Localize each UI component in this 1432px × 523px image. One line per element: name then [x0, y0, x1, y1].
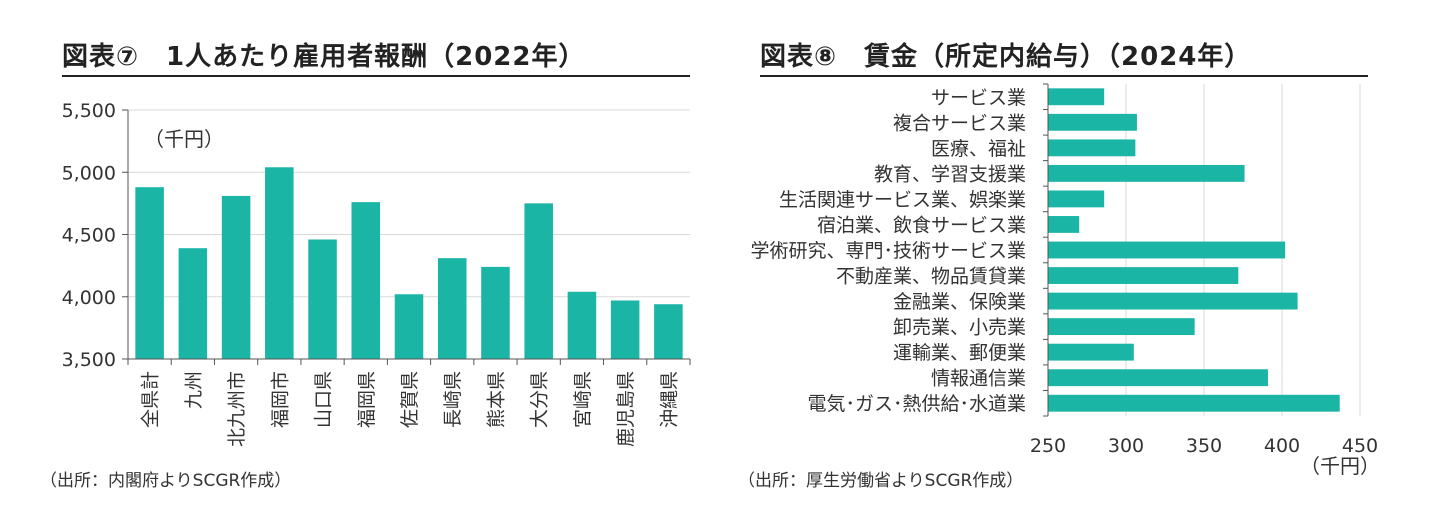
chart1-source-note: （出所：内閣府よりSCGR作成）	[40, 471, 292, 491]
chart2-category-label: 運輸業、郵便業	[893, 342, 1026, 364]
chart1-unit-label: （千円）	[144, 127, 224, 151]
chart1-bar	[308, 239, 337, 359]
chart2-xtick-label: 350	[1186, 435, 1222, 457]
chart1-ytick-label: 4,000	[62, 287, 116, 309]
chart2-xtick-label: 400	[1264, 435, 1300, 457]
chart1-bar	[221, 195, 251, 359]
chart2-category-label: サービス業	[931, 87, 1026, 109]
chart1-category-label: 沖縄県	[658, 371, 680, 428]
chart1-ytick-label: 3,500	[62, 349, 116, 371]
chart1-category-label: 福岡市	[269, 371, 291, 428]
chart2-bar	[1048, 394, 1340, 412]
chart2-xtick-label: 300	[1108, 435, 1144, 457]
chart1-category-label: 長崎県	[442, 371, 464, 428]
chart1-category-label: 九州	[183, 371, 205, 409]
chart2-category-label: 生活関連サービス業、娯楽業	[779, 189, 1026, 211]
chart2-bar	[1048, 292, 1298, 310]
chart1-bar	[567, 291, 597, 359]
chart1-bar	[394, 294, 424, 359]
chart2-category-label: 学術研究、専門･技術サービス業	[750, 240, 1026, 262]
chart2-category-label: 教育、学習支援業	[874, 163, 1026, 185]
chart1-category-label: 鹿児島県	[615, 371, 637, 447]
chart2-bar	[1048, 88, 1105, 106]
chart1-bar	[135, 187, 164, 359]
chart2-bar	[1048, 139, 1136, 157]
chart2-bar	[1048, 369, 1268, 387]
chart2-bar	[1048, 164, 1245, 182]
chart2-category-label: 電気･ガス･熱供給･水道業	[807, 393, 1026, 415]
chart1-category-label: 山口県	[313, 371, 335, 428]
chart1-bar	[610, 300, 640, 359]
chart2-category-label: 複合サービス業	[893, 112, 1026, 134]
chart2-category-label: 金融業、保険業	[893, 291, 1026, 313]
chart2-bar	[1048, 113, 1137, 131]
chart2-category-label: 不動産業、物品賃貸業	[836, 266, 1026, 288]
chart2-category-label: 卸売業、小売業	[893, 317, 1026, 339]
chart1-bar	[351, 202, 381, 359]
chart1-category-label: 宮崎県	[572, 371, 594, 428]
chart1-category-label: 福岡県	[356, 371, 378, 428]
chart2-bar	[1048, 216, 1080, 233]
chart2-bar	[1048, 190, 1105, 208]
chart2-unit-label: （千円）	[1300, 454, 1380, 478]
chart1-bar	[524, 203, 553, 359]
chart1-bar	[437, 258, 467, 359]
chart1-ytick-label: 5,000	[62, 162, 116, 184]
chart1-ytick-label: 5,500	[62, 100, 116, 122]
chart2-category-label: 宿泊業、飲食サービス業	[817, 214, 1026, 236]
chart1-bar	[481, 266, 510, 359]
chart2-bar	[1048, 241, 1286, 259]
chart1-category-label: 全県計	[140, 371, 162, 428]
chart2-category-label: 医療、福祉	[931, 138, 1026, 160]
chart1-category-label: 熊本県	[485, 371, 507, 428]
chart2-bar	[1048, 343, 1134, 361]
chart1-category-label: 大分県	[529, 371, 551, 428]
chart1-category-label: 佐賀県	[399, 371, 421, 428]
chart2-xtick-label: 450	[1342, 435, 1378, 457]
chart2-category-label: 情報通信業	[931, 368, 1026, 390]
chart2-bar	[1048, 267, 1239, 284]
chart1-category-label: 北九州市	[226, 371, 248, 447]
chart1-bar	[654, 304, 683, 359]
chart1-bar	[265, 167, 294, 359]
chart2-source-note: （出所：厚生労働省よりSCGR作成）	[738, 471, 1024, 491]
chart1-title: 図表⑦ 1人あたり雇用者報酬（2022年）	[62, 36, 690, 77]
chart1-ytick-label: 4,500	[62, 225, 116, 247]
chart2-xtick-label: 250	[1030, 435, 1066, 457]
chart1-bar	[178, 248, 208, 359]
chart2-bar	[1048, 318, 1195, 336]
chart2-title: 図表⑧ 賃金（所定内給与）（2024年）	[760, 36, 1368, 77]
